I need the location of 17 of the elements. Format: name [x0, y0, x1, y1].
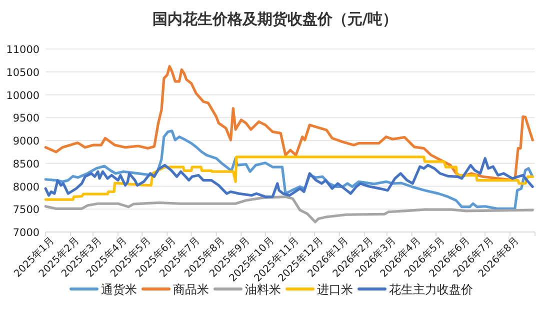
y-tick-label: 9500	[12, 112, 40, 125]
line-series	[44, 65, 534, 182]
y-tick-label: 11000	[6, 44, 40, 56]
y-tick-label: 7000	[12, 227, 40, 239]
chart-title: 国内花生价格及期货收盘价（元/吨）	[152, 10, 398, 28]
legend-label: 商品米	[173, 282, 209, 296]
legend-label: 通货米	[101, 282, 137, 296]
y-tick-label: 8500	[12, 158, 40, 170]
line-series	[44, 195, 534, 224]
y-tick-label: 8000	[12, 181, 40, 194]
y-tick-label: 10500	[6, 66, 40, 79]
legend-label: 油料米	[245, 282, 281, 296]
legend-label: 花生主力收盘价	[389, 282, 473, 296]
y-tick-label: 7500	[12, 204, 40, 216]
legend-label: 进口米	[317, 282, 353, 296]
y-tick-label: 9000	[12, 136, 40, 148]
y-tick-label: 10000	[6, 90, 40, 102]
